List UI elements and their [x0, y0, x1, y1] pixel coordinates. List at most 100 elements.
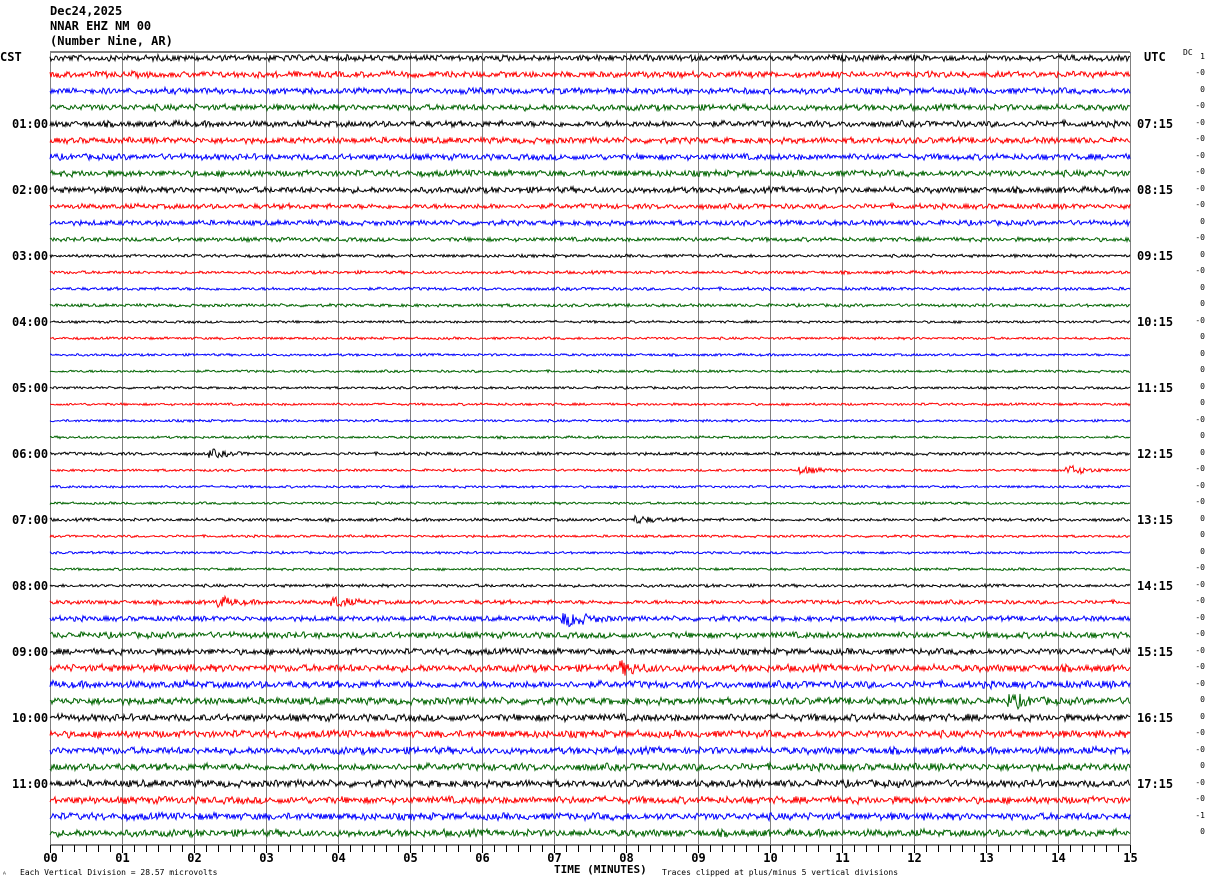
dc-offset-value: -0	[1195, 480, 1205, 490]
seismic-trace	[49, 582, 1131, 589]
seismic-trace	[50, 464, 1131, 476]
dc-offset-value: -0	[1195, 794, 1205, 804]
dc-offset-value: 0	[1200, 365, 1205, 375]
dc-offset-value: 0	[1200, 381, 1205, 391]
dc-offset-value: 0	[1200, 216, 1205, 226]
seismic-trace	[49, 794, 1131, 806]
dc-offset-value: -0	[1195, 464, 1205, 474]
seismic-trace	[49, 612, 1131, 628]
seismic-trace	[50, 448, 1131, 459]
dc-offset-value: -0	[1195, 563, 1205, 573]
dc-offset-value: 0	[1200, 431, 1205, 441]
x-tick-label: 07	[547, 851, 561, 865]
utc-time-label: 16:15	[1137, 710, 1174, 725]
cst-time-label: 11:00	[12, 776, 49, 791]
x-tick-label: 02	[187, 851, 201, 865]
seismic-trace	[49, 810, 1131, 823]
dc-offset-value: 0	[1200, 398, 1205, 408]
x-tick-label: 13	[979, 851, 993, 865]
dc-offset-value: -0	[1195, 266, 1205, 276]
seismic-trace	[50, 352, 1131, 358]
dc-title: DC	[1183, 48, 1193, 57]
seismic-trace	[49, 533, 1130, 539]
x-tick-label: 01	[115, 851, 129, 865]
cst-time-label: 01:00	[12, 116, 49, 131]
dc-offset-value: 0	[1200, 299, 1205, 309]
seismic-trace	[49, 235, 1131, 244]
seismic-trace	[49, 118, 1131, 130]
cst-time-label: 02:00	[12, 182, 49, 197]
seismic-trace	[49, 201, 1131, 211]
dc-offset-value: -0	[1195, 233, 1205, 243]
seismic-trace	[49, 550, 1131, 556]
seismic-trace	[49, 827, 1131, 839]
dc-offset-value: -0	[1195, 315, 1205, 325]
clip-note: Traces clipped at plus/minus 5 vertical …	[662, 868, 899, 877]
utc-time-label: 14:15	[1137, 578, 1174, 593]
right-axis-title: UTC	[1144, 50, 1166, 64]
x-tick-label: 08	[619, 851, 633, 865]
dc-offset-value: -0	[1195, 728, 1205, 738]
seismic-trace	[49, 302, 1131, 309]
dc-offset-value: -0	[1195, 629, 1205, 639]
utc-time-label: 13:15	[1137, 512, 1174, 527]
seismic-trace	[49, 418, 1131, 424]
dc-offset-value: 0	[1200, 513, 1205, 523]
seismic-trace	[49, 630, 1131, 641]
seismic-trace	[50, 168, 1131, 179]
dc-offset-value: -0	[1195, 645, 1205, 655]
x-tick-label: 15	[1123, 851, 1137, 865]
cst-time-label: 03:00	[12, 248, 49, 263]
dc-offset-value: -0	[1195, 68, 1205, 78]
seismic-trace	[49, 484, 1130, 490]
dc-offset-value: 0	[1200, 282, 1205, 292]
dc-offset-value: 0	[1200, 827, 1205, 837]
seismic-trace	[49, 728, 1131, 740]
dc-offset-value: -0	[1195, 744, 1205, 754]
seismic-trace	[49, 678, 1131, 691]
dc-offset-value: 0	[1200, 546, 1205, 556]
dc-offset-value: 0	[1200, 249, 1205, 259]
seismic-trace	[49, 514, 1131, 525]
utc-time-label: 07:15	[1137, 116, 1174, 131]
seismic-trace	[49, 434, 1131, 440]
seismic-trace	[49, 52, 1131, 64]
seismic-trace	[49, 693, 1131, 711]
x-tick-label: 04	[331, 851, 345, 865]
dc-offset-value: -1	[1195, 810, 1205, 820]
seismic-trace	[49, 711, 1131, 724]
dc-offset-value: -0	[1195, 200, 1205, 210]
date-label: Dec24,2025	[50, 4, 123, 18]
cst-time-label: 05:00	[12, 380, 49, 395]
dc-offset-value: -0	[1195, 777, 1205, 787]
x-tick-label: 09	[691, 851, 705, 865]
dc-offset-value: 0	[1200, 761, 1205, 771]
x-tick-label: 11	[835, 851, 849, 865]
seismic-trace	[49, 566, 1131, 572]
seismic-trace	[49, 761, 1131, 774]
seismic-trace	[49, 218, 1131, 228]
dc-offset-value: 0	[1200, 530, 1205, 540]
utc-time-label: 11:15	[1137, 380, 1174, 395]
seismic-trace	[49, 594, 1131, 609]
dc-offset-value: 0	[1200, 447, 1205, 457]
utc-time-label: 10:15	[1137, 314, 1174, 329]
dc-offset-value: 1	[1200, 52, 1205, 61]
seismic-trace	[49, 184, 1131, 195]
seismic-trace	[49, 151, 1131, 162]
utc-time-label: 08:15	[1137, 182, 1174, 197]
dc-offset-value: 0	[1200, 332, 1205, 342]
dc-offset-value: -0	[1195, 497, 1205, 507]
dc-offset-value: -0	[1195, 414, 1205, 424]
dc-offset-value: 0	[1200, 695, 1205, 705]
dc-offset-value: -0	[1195, 117, 1205, 127]
cst-time-label: 10:00	[12, 710, 49, 725]
cst-time-label: 09:00	[12, 644, 49, 659]
seismic-trace	[49, 335, 1131, 341]
x-tick-label: 03	[259, 851, 273, 865]
dc-offset-value: -0	[1195, 134, 1205, 144]
seismic-trace	[49, 102, 1131, 113]
utc-time-label: 12:15	[1137, 446, 1174, 461]
dc-offset-value: -0	[1195, 579, 1205, 589]
